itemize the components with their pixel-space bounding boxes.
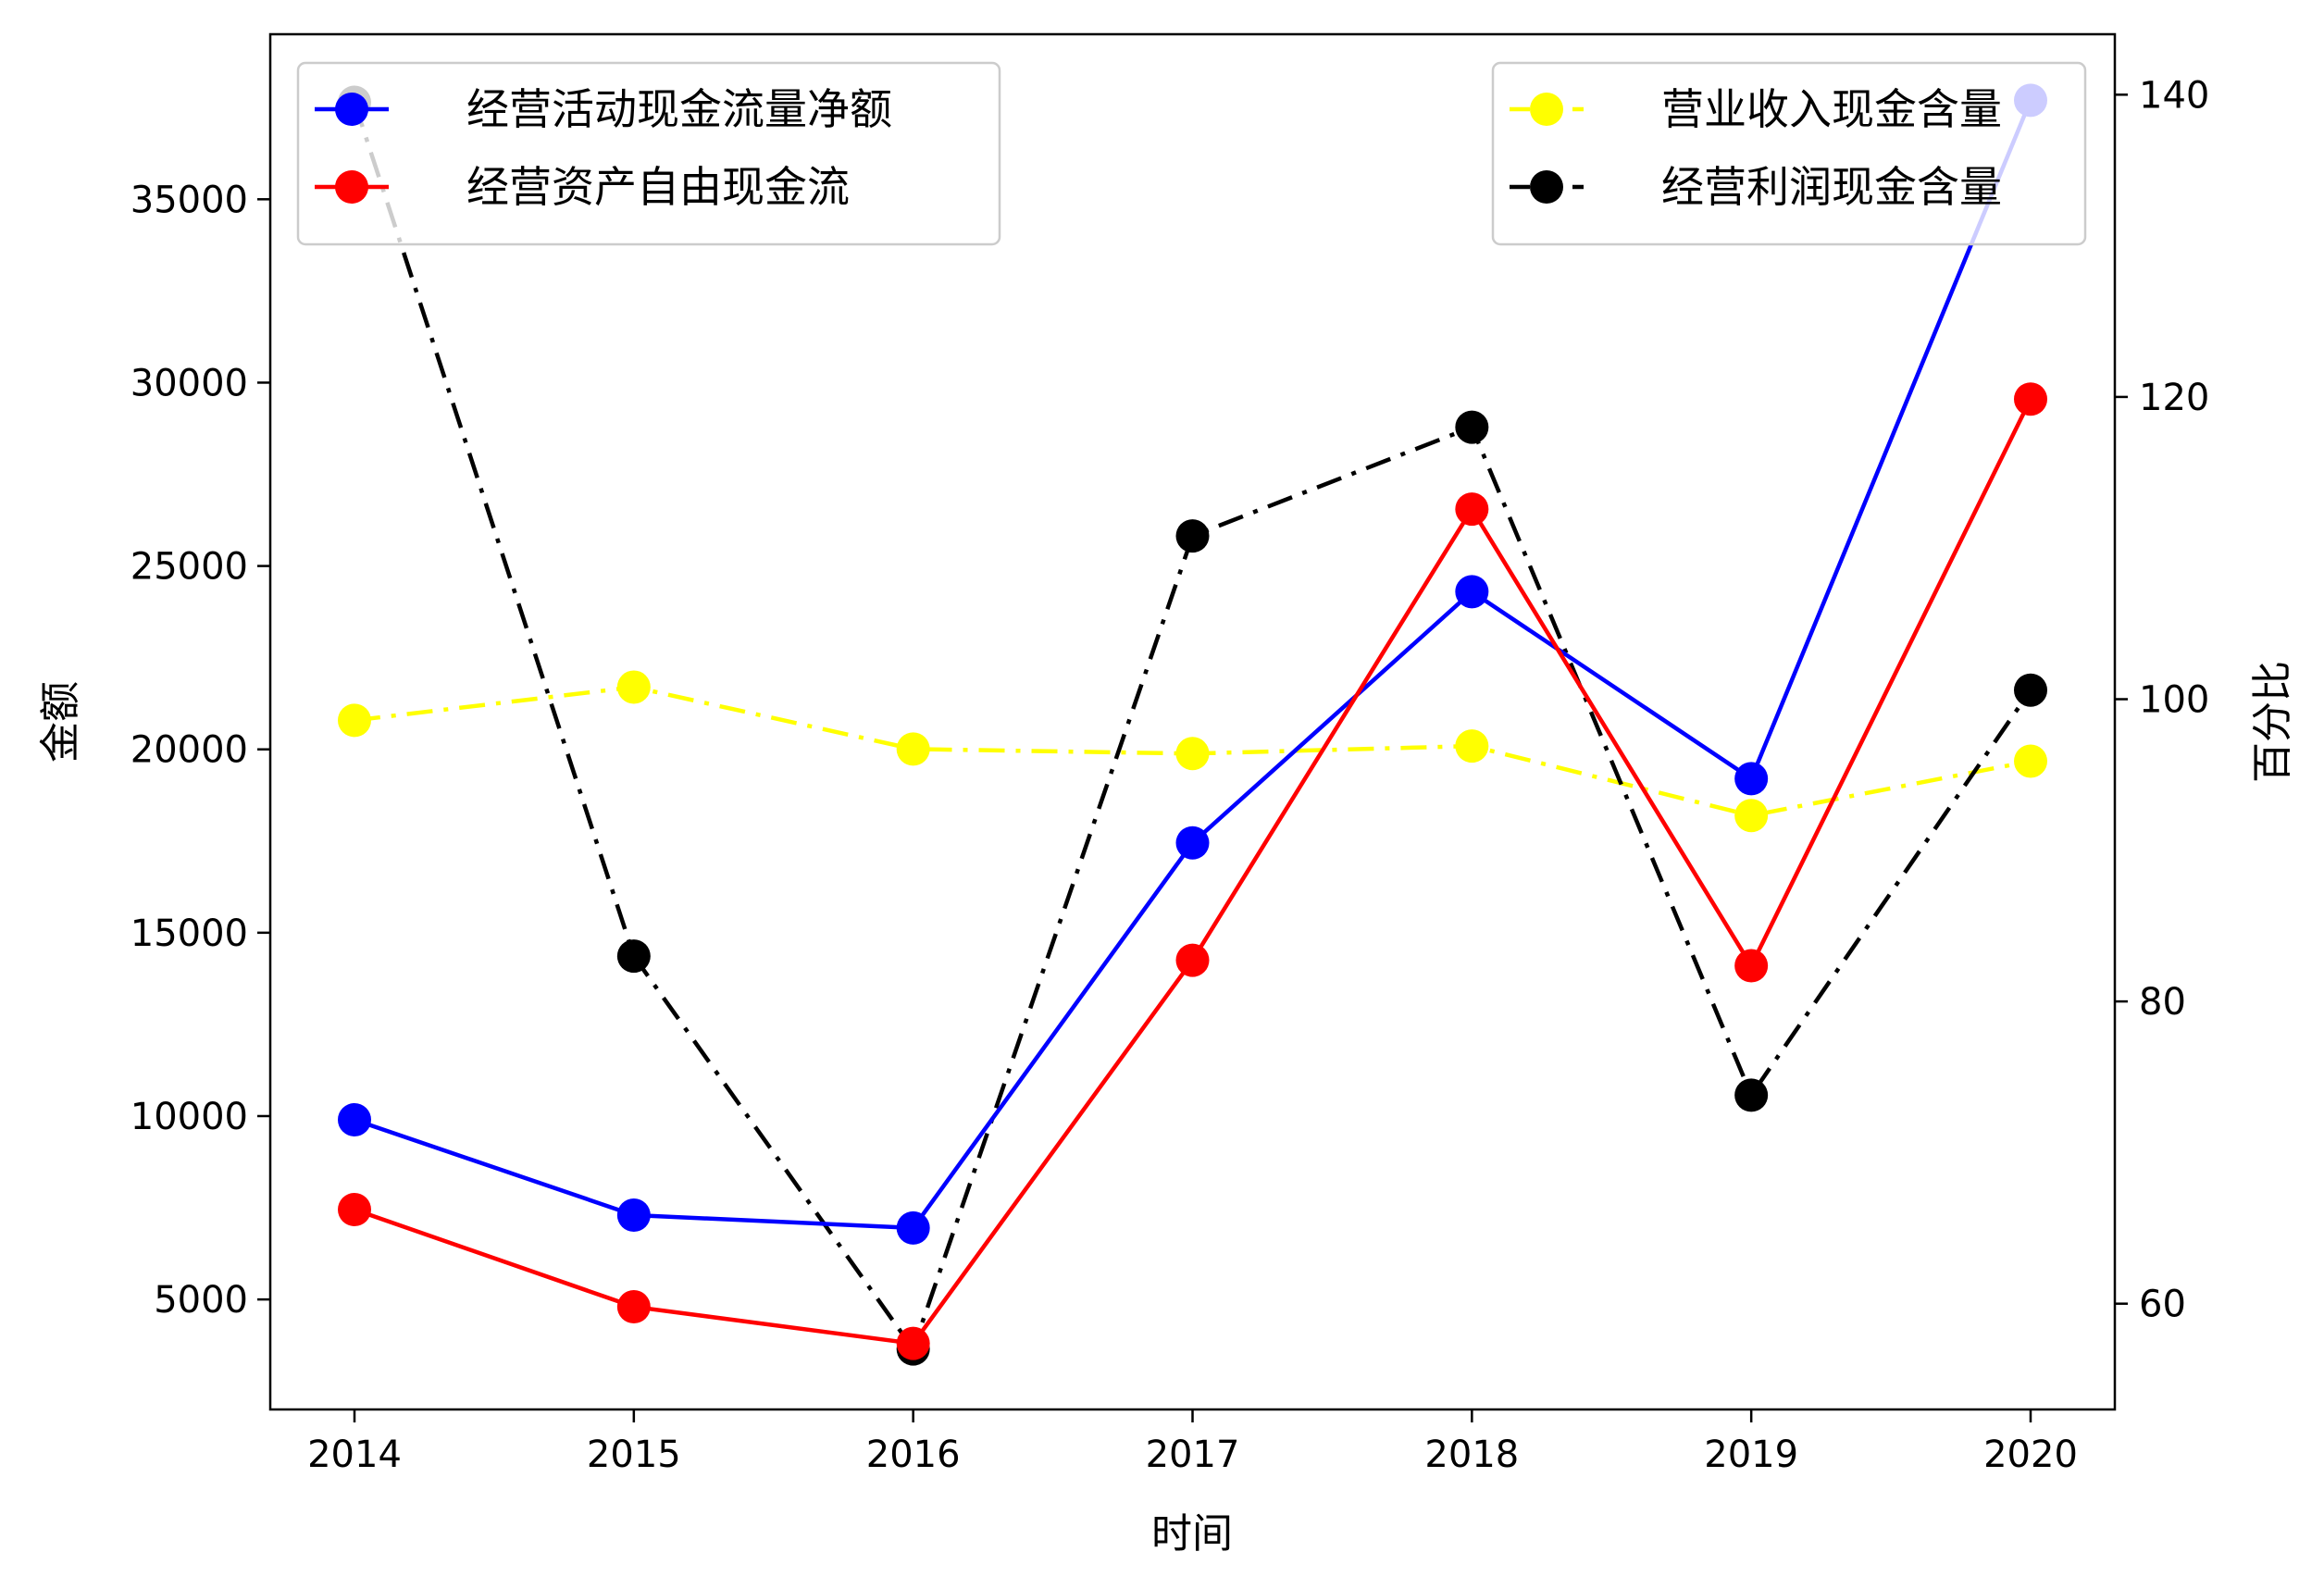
x-tick-label: 2016 (866, 1434, 961, 1476)
series-point (1175, 943, 1210, 977)
x-tick-label: 2020 (1983, 1434, 2078, 1476)
series-point (896, 1326, 930, 1360)
series-point (616, 1198, 651, 1232)
series-point (1734, 762, 1769, 796)
right-y-tick-label: 60 (2139, 1284, 2186, 1326)
legend-swatch-marker (335, 170, 368, 204)
series-point (338, 1193, 371, 1227)
series-point (1175, 826, 1210, 860)
legend-label: 经营活动现金流量净额 (466, 84, 892, 134)
x-tick-label: 2015 (587, 1434, 681, 1476)
right-y-tick-label: 120 (2139, 377, 2209, 419)
series-point (1175, 519, 1210, 553)
series-point (338, 1102, 371, 1136)
x-tick-label: 2014 (307, 1434, 402, 1476)
right-y-tick-label: 80 (2139, 981, 2186, 1024)
legend-label: 经营资产自由现金流 (466, 162, 850, 212)
series-point (616, 1290, 651, 1324)
left-y-tick-label: 5000 (154, 1279, 248, 1322)
legend-box (1491, 61, 2087, 246)
legend-label: 营业收入现金含量 (1661, 84, 2002, 134)
series-point (616, 670, 651, 704)
x-axis-label: 时间 (1151, 1510, 1233, 1558)
series-point (1455, 410, 1489, 444)
x-tick-label: 2017 (1146, 1434, 1240, 1476)
legend-label: 经营利润现金含量 (1661, 162, 2002, 212)
left-y-tick-label: 35000 (130, 179, 248, 221)
left-y-tick-label: 25000 (130, 546, 248, 589)
x-tick-label: 2018 (1424, 1434, 1519, 1476)
left-y-tick-label: 20000 (130, 729, 248, 772)
right-y-axis-label: 百分比 (2249, 661, 2296, 783)
series-2 (338, 382, 2047, 1360)
series-point (2014, 673, 2047, 707)
series-point (1455, 729, 1489, 763)
right-y-tick-label: 100 (2139, 679, 2209, 722)
legend-swatch-marker (1530, 170, 1563, 204)
left-y-tick-label: 30000 (130, 362, 248, 404)
series-point (896, 1210, 930, 1245)
series-point (1455, 575, 1489, 609)
series-point (1455, 492, 1489, 527)
series-point (1734, 949, 1769, 983)
legend-swatch-marker (1530, 93, 1563, 126)
series-point (2014, 382, 2047, 416)
series-point (1175, 737, 1210, 771)
legend-box (296, 61, 1001, 246)
left-y-tick-label: 10000 (130, 1096, 248, 1138)
left-y-tick-label: 15000 (130, 912, 248, 955)
legend-swatch-marker (335, 93, 368, 126)
series-3 (338, 670, 2047, 833)
series-point (338, 703, 371, 738)
right-y-tick-label: 140 (2139, 74, 2209, 117)
series-point (616, 939, 651, 974)
x-tick-label: 2019 (1704, 1434, 1798, 1476)
left-y-axis-label: 金额 (37, 681, 84, 763)
series-point (1734, 1078, 1769, 1112)
series-point (896, 732, 930, 766)
series-point (1734, 799, 1769, 833)
series-point (2014, 744, 2047, 778)
axes-layer: 2014 2015 2016 2017 2018 2019 2020 5000 10000 150… (130, 74, 2210, 1476)
